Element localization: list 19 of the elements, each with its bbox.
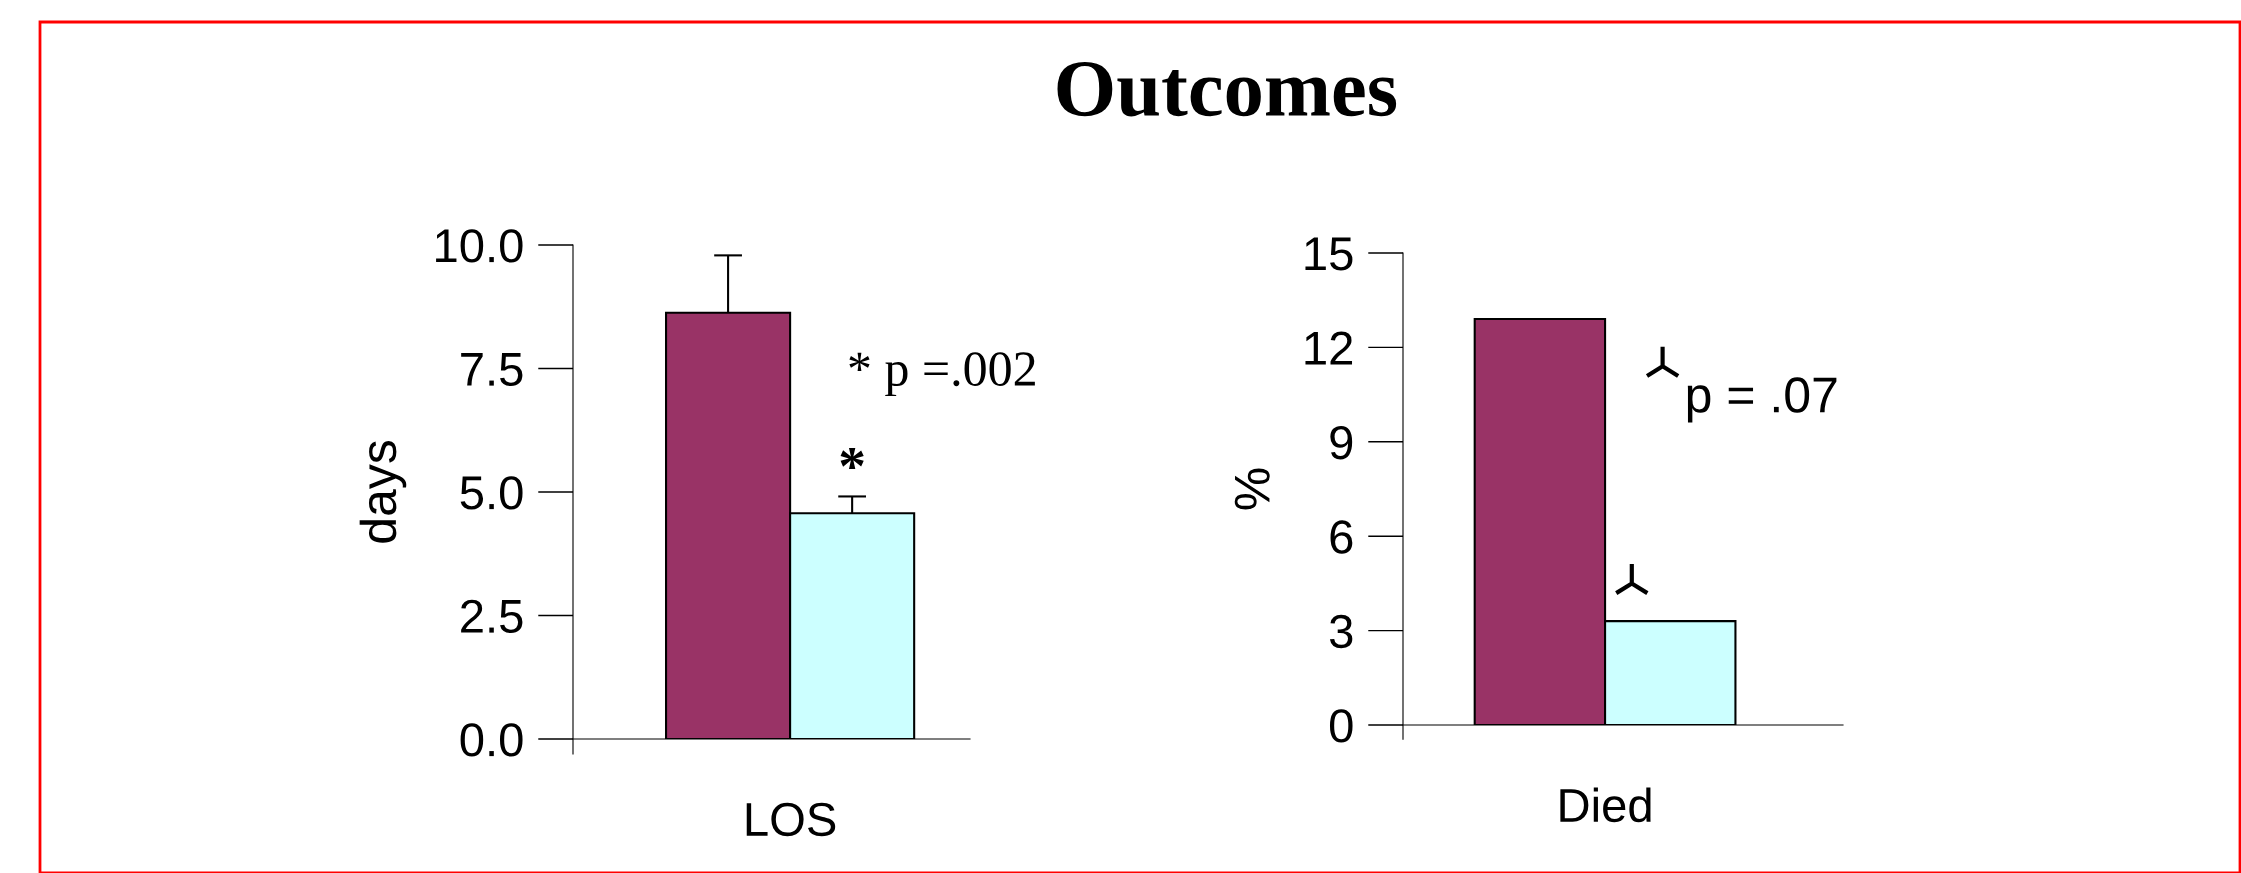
annotation: * p =.002	[849, 352, 1035, 397]
y-tick-label: 9	[1330, 425, 1353, 460]
y-tick-label: 5.0	[460, 476, 523, 510]
y-axis-title: days	[359, 440, 407, 543]
y-tick-label: 0.0	[460, 723, 523, 757]
x-tick-label: Died	[1560, 787, 1651, 823]
y-tick-label: 10.0	[436, 229, 523, 263]
chart-title: Outcomes	[1057, 62, 1397, 117]
y-tick-label: 15	[1305, 237, 1353, 271]
y-tick-label: 3	[1329, 614, 1353, 649]
annotation: p = .07	[1687, 377, 1837, 423]
y-tick-label: 12	[1305, 331, 1353, 365]
x-tick-label: LOS	[746, 802, 836, 837]
annotation: *	[840, 447, 864, 469]
y-tick-label: 7.5	[461, 353, 523, 387]
y-tick-label: 0	[1329, 709, 1353, 743]
y-axis-title: %	[1234, 468, 1270, 510]
y-tick-label: 2.5	[461, 599, 523, 634]
y-tick-label: 6	[1330, 520, 1353, 554]
